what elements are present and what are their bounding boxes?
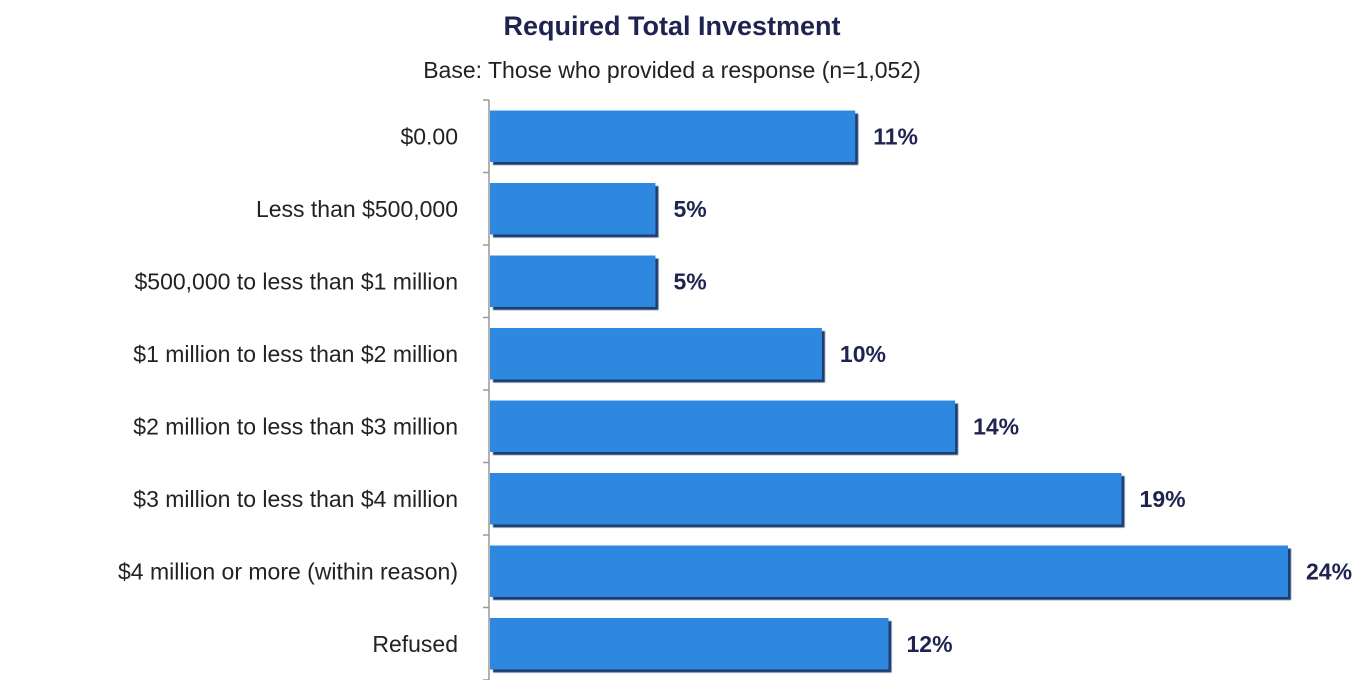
category-label: $4 million or more (within reason) [118,558,458,584]
value-label: 11% [873,123,918,149]
category-label: $3 million to less than $4 million [133,486,458,512]
category-label: Refused [372,631,458,657]
bar [490,545,1288,597]
value-label: 19% [1140,486,1186,512]
bar [490,328,822,380]
value-label: 12% [907,631,953,657]
category-label: $500,000 to less than $1 million [135,268,459,294]
bar [490,618,889,670]
category-label: $2 million to less than $3 million [133,413,458,439]
value-label: 5% [673,196,706,222]
bar [490,473,1122,525]
category-label: $0.00 [400,123,458,149]
chart-subtitle: Base: Those who provided a response (n=1… [423,57,921,83]
category-label: Less than $500,000 [256,196,458,222]
value-label: 14% [973,413,1019,439]
bar [490,110,856,162]
value-label: 24% [1306,558,1352,584]
bar [490,255,656,307]
value-label: 5% [673,268,706,294]
chart-title: Required Total Investment [503,11,840,41]
value-label: 10% [840,341,886,367]
bar [490,400,956,452]
bar [490,183,656,235]
category-label: $1 million to less than $2 million [133,341,458,367]
